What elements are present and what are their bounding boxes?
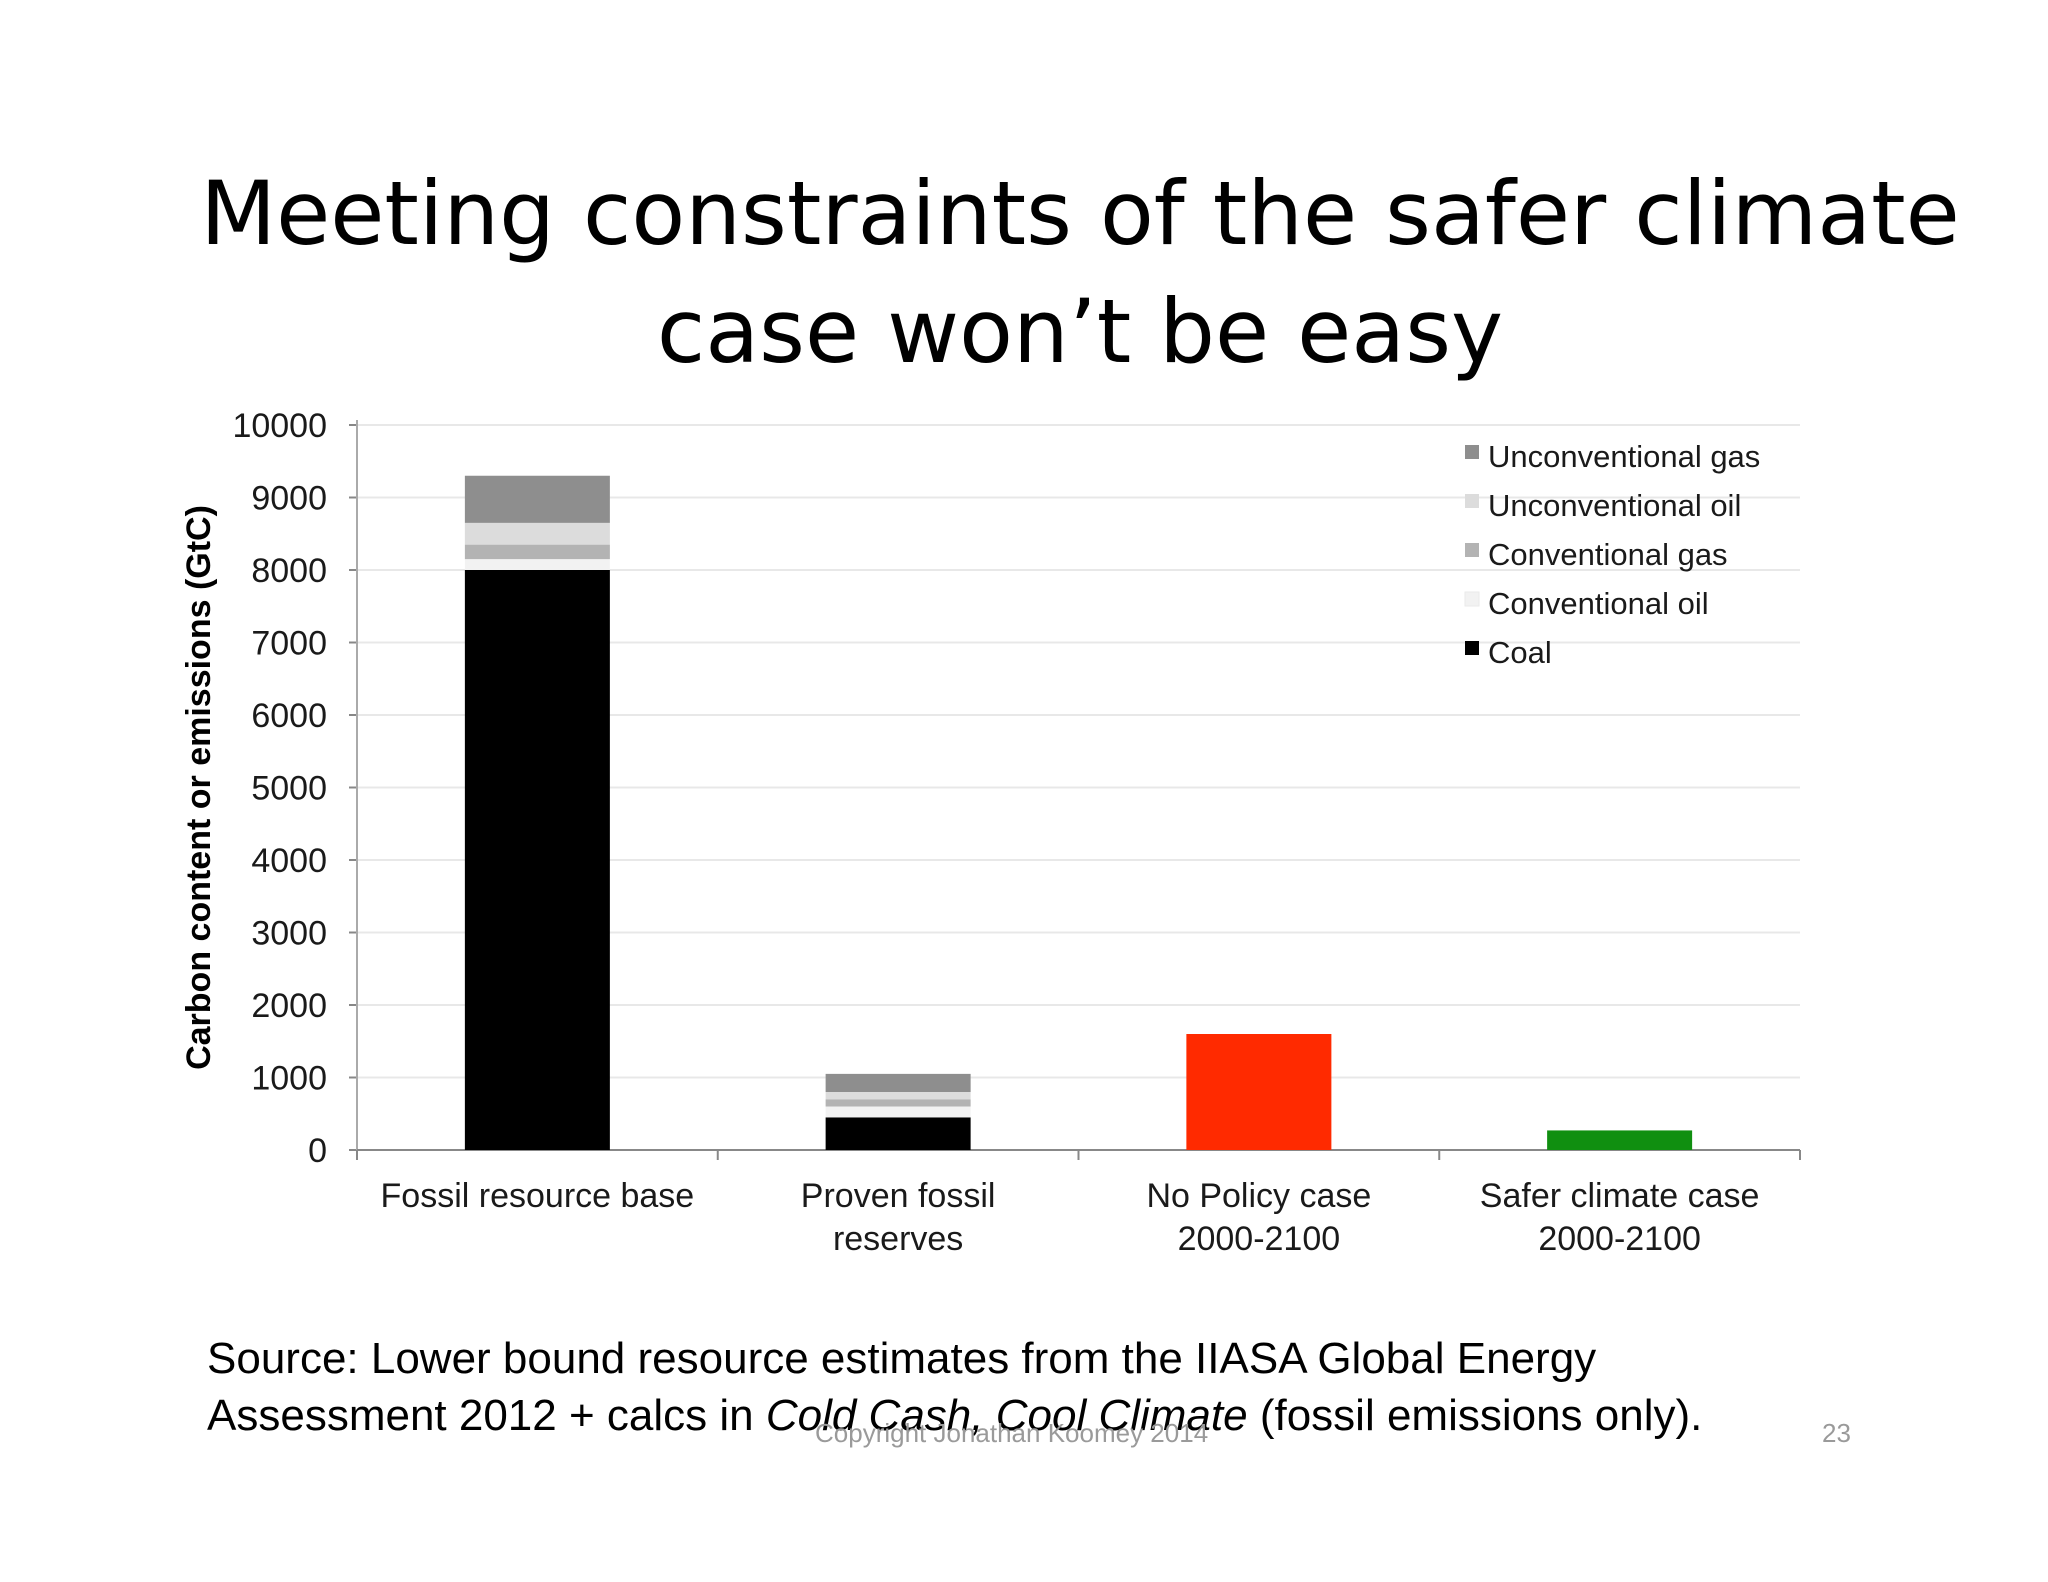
bar-segment-unconventional-gas xyxy=(464,475,610,523)
legend-label: Unconventional gas xyxy=(1488,439,1760,474)
y-tick-label: 1000 xyxy=(251,1060,327,1098)
bar-segment-unconventional-gas xyxy=(825,1073,971,1092)
source-text-end: (fossil emissions only). xyxy=(1247,1391,1703,1440)
y-tick-label: 10000 xyxy=(232,407,327,445)
legend-swatch xyxy=(1464,591,1480,607)
source-note: Source: Lower bound resource estimates f… xyxy=(207,1330,1807,1444)
y-tick-label: 8000 xyxy=(251,552,327,590)
slide-title-line-1: Meeting constraints of the safer climate xyxy=(200,162,1960,265)
bar-segment-conventional-oil xyxy=(464,559,610,570)
x-category-label: No Policy case xyxy=(1146,1177,1371,1215)
y-tick-label: 9000 xyxy=(251,480,327,518)
bar-scenario xyxy=(1547,1130,1693,1150)
bar-segment-unconventional-oil xyxy=(464,522,610,545)
legend-label: Conventional oil xyxy=(1488,586,1709,621)
bar-segment-conventional-gas xyxy=(464,544,610,560)
x-category-label: Safer climate case xyxy=(1480,1177,1760,1215)
slide-title: Meeting constraints of the safer climate… xyxy=(150,155,2010,391)
bar-segment-conventional-oil xyxy=(825,1106,971,1118)
bar-scenario xyxy=(1186,1034,1332,1150)
stacked-bar-chart: 0 1000 2000 3000 4000 5000 6000 7000 8000 9000 100… xyxy=(180,407,1801,1258)
legend-swatch xyxy=(1465,494,1479,508)
legend-label: Conventional gas xyxy=(1488,537,1728,572)
bar-segment-conventional-gas xyxy=(825,1099,971,1107)
page-number: 23 xyxy=(1822,1418,1851,1448)
y-tick-label: 0 xyxy=(308,1132,327,1170)
source-text: Source: Lower bound resource estimates f… xyxy=(207,1334,1597,1440)
y-tick-label: 7000 xyxy=(251,625,327,663)
y-tick-label: 4000 xyxy=(251,842,327,880)
bar-segment-unconventional-oil xyxy=(825,1092,971,1100)
legend-label: Unconventional oil xyxy=(1488,488,1741,523)
book-title: Cold Cash, Cool Climate xyxy=(765,1391,1248,1440)
legend-label: Coal xyxy=(1488,635,1552,670)
y-tick-label: 3000 xyxy=(251,915,327,953)
y-tick-label: 2000 xyxy=(251,987,327,1025)
copyright-footer: Copyright Jonathan Koomey 2014 xyxy=(815,1418,1209,1448)
y-tick-label: 6000 xyxy=(251,697,327,735)
y-tick-label: 5000 xyxy=(251,770,327,808)
x-category-label: 2000-2100 xyxy=(1178,1220,1341,1258)
x-category-label: Proven fossil xyxy=(801,1177,996,1215)
legend-swatch xyxy=(1465,445,1479,459)
legend-swatch xyxy=(1465,641,1479,655)
bar-segment-coal xyxy=(825,1117,971,1150)
bar-segment-coal xyxy=(464,570,610,1150)
legend-swatch xyxy=(1465,543,1479,557)
x-category-label: Fossil resource base xyxy=(381,1177,695,1215)
x-category-label: 2000-2100 xyxy=(1538,1220,1701,1258)
slide-title-line-2: case won’t be easy xyxy=(656,280,1504,383)
y-axis-label: Carbon content or emissions (GtC) xyxy=(180,505,218,1070)
x-category-label: reserves xyxy=(833,1220,963,1258)
